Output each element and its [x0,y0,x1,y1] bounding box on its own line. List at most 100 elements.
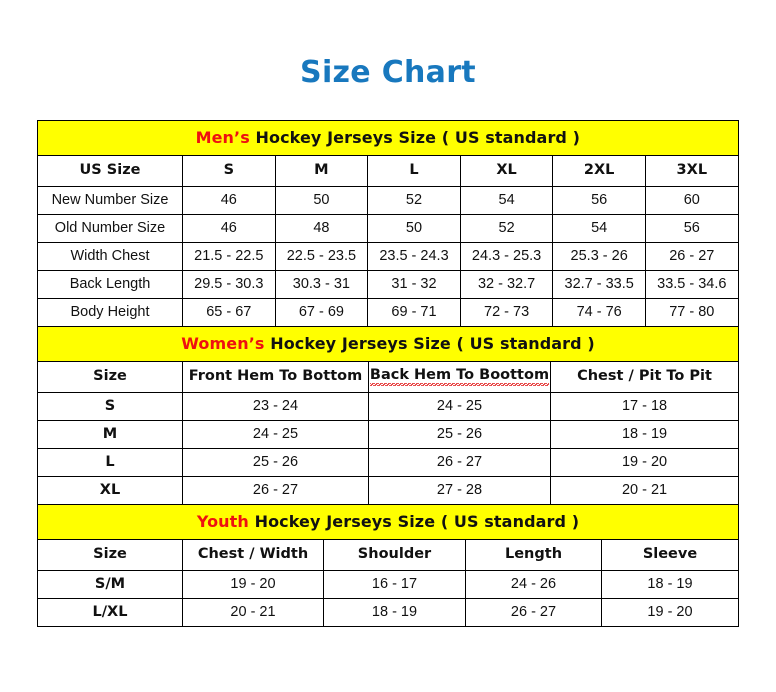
mens-cell-0-5: 60 [644,186,739,215]
mens-row-label-3: Back Length [37,270,183,299]
womens-row-label-2: L [37,448,183,477]
mens-cell-4-1: 67 - 69 [274,298,369,327]
womens-col-header-2: Back Hem To Boottom [368,361,551,393]
mens-row-label-4: Body Height [37,298,183,327]
mens-cell-1-2: 50 [367,214,461,243]
mens-section-banner: Men’s Hockey Jerseys Size ( US standard … [37,120,739,156]
womens-banner-accent: Women’s [181,333,265,353]
mens-cell-0-3: 54 [459,186,554,215]
table-row: Back Length 29.5 - 30.3 30.3 - 31 31 - 3… [37,270,739,299]
mens-cell-4-5: 77 - 80 [644,298,739,327]
womens-cell-0-0: 23 - 24 [182,392,369,421]
womens-banner-rest: Hockey Jerseys Size ( US standard ) [264,333,595,353]
mens-cell-1-1: 48 [274,214,369,243]
youth-cell-0-1: 16 - 17 [323,570,466,599]
mens-cell-0-4: 56 [552,186,646,215]
youth-banner-cell: Youth Hockey Jerseys Size ( US standard … [36,504,740,540]
table-row: S 23 - 24 24 - 25 17 - 18 [37,392,740,421]
youth-cell-1-3: 19 - 20 [600,598,740,627]
mens-cell-3-4: 32.7 - 33.5 [552,270,646,299]
womens-cell-3-2: 20 - 21 [549,476,740,505]
size-tables-container: Men’s Hockey Jerseys Size ( US standard … [36,120,740,627]
youth-col-header-0: Size [37,539,183,571]
youth-banner-rest: Hockey Jerseys Size ( US standard ) [248,511,580,531]
womens-cell-1-2: 18 - 19 [549,420,740,449]
spellcheck-underlined-text: Back Hem To Boottom [369,367,550,387]
youth-col-header-1: Chest / Width [182,539,324,571]
mens-col-header-6: 3XL [644,155,739,187]
mens-col-header-0: US Size [37,155,183,187]
mens-column-header-row: US Size S M L XL 2XL 3XL [37,155,739,187]
mens-cell-0-2: 52 [367,186,461,215]
mens-cell-2-0: 21.5 - 22.5 [182,242,276,271]
table-row: L 25 - 26 26 - 27 19 - 20 [37,448,740,477]
mens-cell-1-5: 56 [644,214,739,243]
mens-cell-1-0: 46 [182,214,276,243]
mens-cell-3-0: 29.5 - 30.3 [182,270,276,299]
womens-cell-2-1: 26 - 27 [368,448,551,477]
youth-col-header-3: Length [465,539,602,571]
mens-cell-3-5: 33.5 - 34.6 [644,270,739,299]
mens-cell-2-5: 26 - 27 [644,242,739,271]
table-row: New Number Size 46 50 52 54 56 60 [37,186,739,215]
womens-section-banner: Women’s Hockey Jerseys Size ( US standar… [36,326,740,362]
youth-cell-1-1: 18 - 19 [323,598,466,627]
womens-banner-cell: Women’s Hockey Jerseys Size ( US standar… [36,326,740,362]
mens-col-header-3: L [367,155,461,187]
mens-row-label-2: Width Chest [37,242,183,271]
mens-banner-cell: Men’s Hockey Jerseys Size ( US standard … [37,120,739,156]
table-row: S/M 19 - 20 16 - 17 24 - 26 18 - 19 [37,570,740,599]
youth-row-label-0: S/M [37,570,183,599]
mens-col-header-4: XL [459,155,554,187]
womens-col-header-3: Chest / Pit To Pit [549,361,740,393]
mens-col-header-1: S [182,155,276,187]
womens-cell-3-0: 26 - 27 [182,476,369,505]
youth-cell-0-3: 18 - 19 [600,570,740,599]
page-title-container: Size Chart [0,58,776,88]
mens-row-label-0: New Number Size [37,186,183,215]
page-title: Size Chart [300,55,476,90]
mens-banner-rest: Hockey Jerseys Size ( US standard ) [249,127,581,147]
womens-row-label-1: M [37,420,183,449]
table-row: XL 26 - 27 27 - 28 20 - 21 [37,476,740,505]
womens-column-header-row: Size Front Hem To Bottom Back Hem To Boo… [37,361,740,393]
table-row: L/XL 20 - 21 18 - 19 26 - 27 19 - 20 [37,598,740,627]
mens-cell-3-2: 31 - 32 [367,270,461,299]
womens-cell-2-2: 19 - 20 [549,448,740,477]
mens-cell-1-4: 54 [552,214,646,243]
mens-cell-4-3: 72 - 73 [459,298,554,327]
youth-section-banner: Youth Hockey Jerseys Size ( US standard … [36,504,740,540]
youth-column-header-row: Size Chest / Width Shoulder Length Sleev… [37,539,740,571]
table-row: Body Height 65 - 67 67 - 69 69 - 71 72 -… [37,298,739,327]
mens-cell-4-0: 65 - 67 [182,298,276,327]
mens-banner-accent: Men’s [195,127,250,147]
mens-cell-2-3: 24.3 - 25.3 [459,242,554,271]
youth-row-label-1: L/XL [37,598,183,627]
mens-cell-4-4: 74 - 76 [552,298,646,327]
mens-cell-3-1: 30.3 - 31 [274,270,369,299]
womens-cell-0-2: 17 - 18 [549,392,740,421]
womens-cell-2-0: 25 - 26 [182,448,369,477]
womens-cell-1-0: 24 - 25 [182,420,369,449]
youth-cell-1-2: 26 - 27 [465,598,602,627]
youth-cell-0-0: 19 - 20 [182,570,324,599]
mens-cell-2-2: 23.5 - 24.3 [367,242,461,271]
youth-col-header-2: Shoulder [323,539,466,571]
womens-cell-0-1: 24 - 25 [368,392,551,421]
table-row: Width Chest 21.5 - 22.5 22.5 - 23.5 23.5… [37,242,739,271]
mens-cell-3-3: 32 - 32.7 [459,270,554,299]
youth-col-header-4: Sleeve [600,539,740,571]
youth-size-table: Youth Hockey Jerseys Size ( US standard … [36,504,740,627]
mens-cell-0-0: 46 [182,186,276,215]
mens-cell-2-4: 25.3 - 26 [552,242,646,271]
womens-col-header-0: Size [37,361,183,393]
table-row: Old Number Size 46 48 50 52 54 56 [37,214,739,243]
table-row: M 24 - 25 25 - 26 18 - 19 [37,420,740,449]
womens-col-header-1: Front Hem To Bottom [182,361,369,393]
womens-cell-3-1: 27 - 28 [368,476,551,505]
youth-cell-1-0: 20 - 21 [182,598,324,627]
mens-cell-2-1: 22.5 - 23.5 [274,242,369,271]
womens-cell-1-1: 25 - 26 [368,420,551,449]
mens-cell-1-3: 52 [459,214,554,243]
